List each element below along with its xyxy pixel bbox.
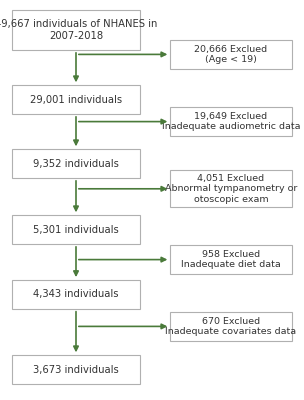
- FancyBboxPatch shape: [170, 40, 292, 69]
- Text: 670 Exclued
Inadequate covariates data: 670 Exclued Inadequate covariates data: [165, 317, 297, 336]
- Text: 958 Exclued
Inadequate diet data: 958 Exclued Inadequate diet data: [181, 250, 281, 269]
- FancyBboxPatch shape: [170, 107, 292, 136]
- Text: 4,343 individuals: 4,343 individuals: [33, 290, 119, 299]
- FancyBboxPatch shape: [12, 280, 140, 309]
- Text: 19,649 Exclued
Inadequate audiometric data: 19,649 Exclued Inadequate audiometric da…: [162, 112, 300, 131]
- FancyBboxPatch shape: [12, 355, 140, 384]
- Text: 49,667 individuals of NHANES in
2007-2018: 49,667 individuals of NHANES in 2007-201…: [0, 19, 157, 41]
- Text: 29,001 individuals: 29,001 individuals: [30, 95, 122, 105]
- FancyBboxPatch shape: [12, 149, 140, 178]
- FancyBboxPatch shape: [12, 85, 140, 114]
- FancyBboxPatch shape: [170, 245, 292, 274]
- Text: 4,051 Exclued
Abnormal tympanometry or
otoscopic exam: 4,051 Exclued Abnormal tympanometry or o…: [165, 174, 297, 204]
- FancyBboxPatch shape: [170, 312, 292, 341]
- Text: 5,301 individuals: 5,301 individuals: [33, 225, 119, 234]
- Text: 3,673 individuals: 3,673 individuals: [33, 365, 119, 374]
- FancyBboxPatch shape: [12, 10, 140, 50]
- FancyBboxPatch shape: [12, 215, 140, 244]
- FancyBboxPatch shape: [170, 170, 292, 207]
- Text: 9,352 individuals: 9,352 individuals: [33, 158, 119, 168]
- Text: 20,666 Exclued
(Age < 19): 20,666 Exclued (Age < 19): [195, 45, 268, 64]
